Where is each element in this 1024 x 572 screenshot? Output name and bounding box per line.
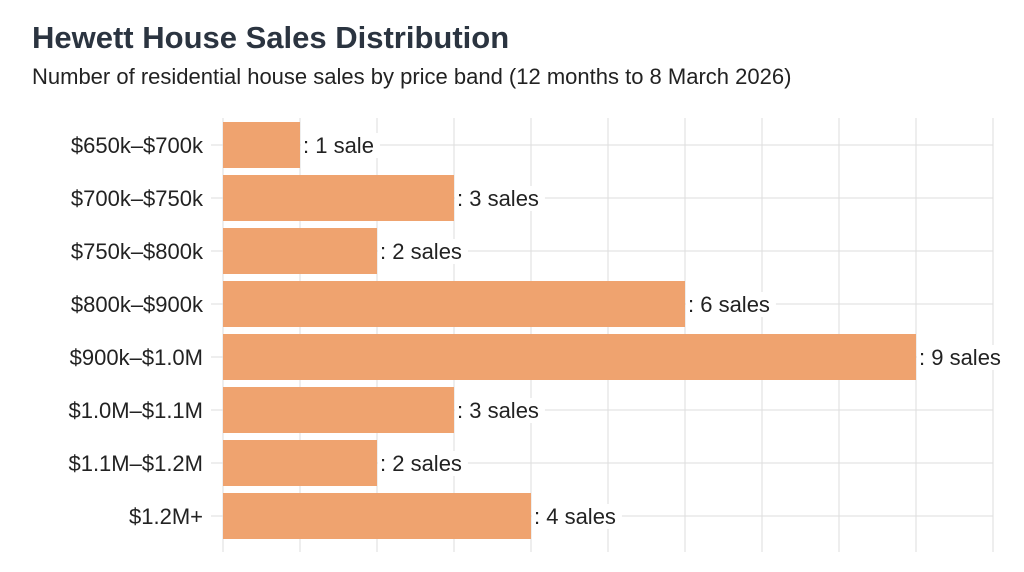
data-label-background	[301, 133, 380, 158]
data-label-background	[455, 186, 545, 211]
data-label-background	[455, 398, 545, 423]
chart-subtitle: Number of residential house sales by pri…	[32, 64, 792, 89]
data-label-background	[917, 345, 1007, 370]
data-label-background	[532, 504, 622, 529]
category-label: $650k–$700k	[71, 133, 204, 158]
data-label: : 3 sales	[457, 186, 539, 211]
data-label: : 2 sales	[380, 239, 462, 264]
category-label: $1.0M–$1.1M	[68, 398, 203, 423]
data-label: : 1 sale	[303, 133, 374, 158]
bar	[223, 387, 454, 433]
bar	[223, 440, 377, 486]
bar	[223, 175, 454, 221]
category-label: $800k–$900k	[71, 292, 204, 317]
data-label: : 9 sales	[919, 345, 1001, 370]
chart-title: Hewett House Sales Distribution	[32, 20, 510, 55]
bar	[223, 281, 685, 327]
data-label: : 4 sales	[534, 504, 616, 529]
data-label-background	[378, 239, 468, 264]
category-label: $1.1M–$1.2M	[68, 451, 203, 476]
data-label: : 2 sales	[380, 451, 462, 476]
bar	[223, 228, 377, 274]
category-label: $1.2M+	[129, 504, 203, 529]
bar	[223, 493, 531, 539]
category-label: $900k–$1.0M	[70, 345, 203, 370]
data-label: : 6 sales	[688, 292, 770, 317]
category-label: $700k–$750k	[71, 186, 204, 211]
data-label-background	[378, 451, 468, 476]
category-label: $750k–$800k	[71, 239, 204, 264]
bar	[223, 122, 300, 168]
bar	[223, 334, 916, 380]
data-label: : 3 sales	[457, 398, 539, 423]
data-label-background	[686, 292, 776, 317]
